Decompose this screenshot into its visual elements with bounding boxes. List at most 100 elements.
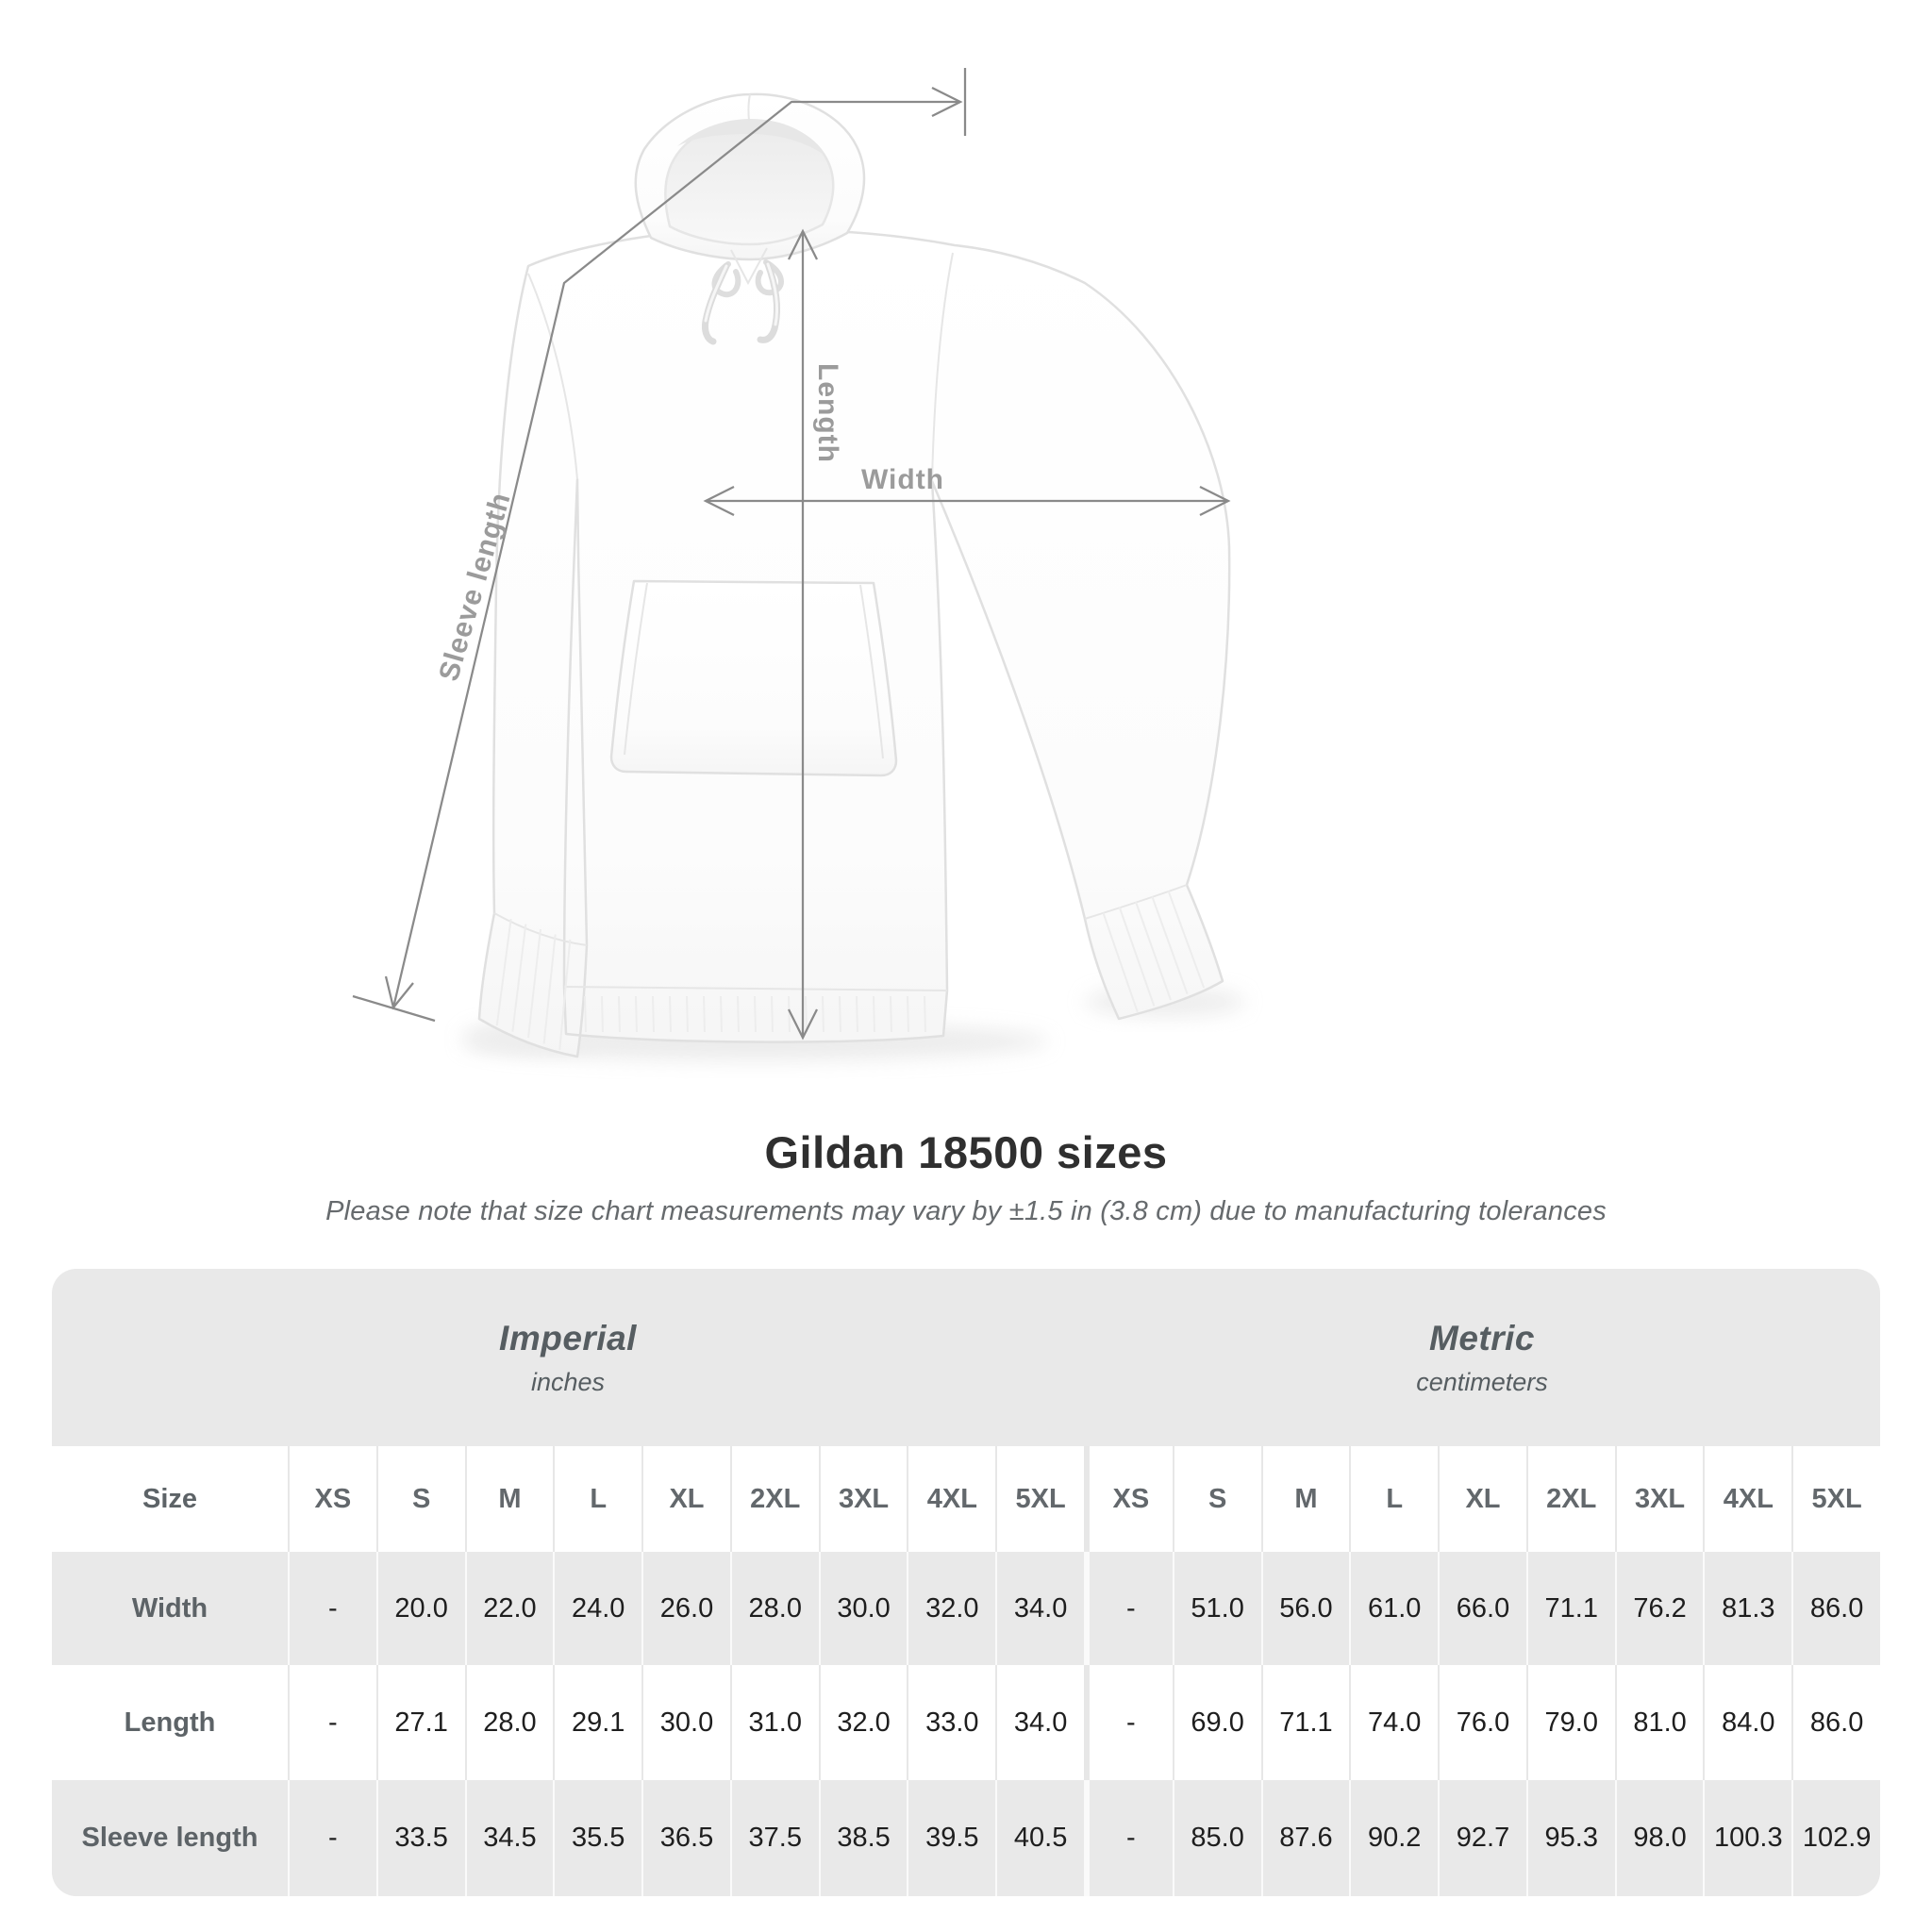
sleeve-length-dimension-line: [352, 68, 967, 1023]
hood-opening-shadow: [677, 119, 826, 157]
measurement-cell: 30.0: [641, 1665, 730, 1780]
measurement-cell: 36.5: [641, 1780, 730, 1896]
size-header-cell: M: [1260, 1446, 1350, 1552]
measurement-cell: 20.0: [375, 1552, 465, 1665]
measurement-cell: 76.0: [1438, 1665, 1526, 1780]
size-header-cell: XL: [1438, 1446, 1526, 1552]
size-header-cell: 5XL: [995, 1446, 1084, 1552]
measurement-cell: 35.5: [553, 1780, 641, 1896]
measurement-cell: 69.0: [1172, 1665, 1261, 1780]
size-header-row: Size XS S M L XL 2XL 3XL 4XL 5XL XS S M L XL 2XL 3XL 4XL 5…: [52, 1446, 1880, 1552]
measurement-cell: 102.9: [1791, 1780, 1880, 1896]
size-header-cell: 5XL: [1791, 1446, 1880, 1552]
measurement-cell: 76.2: [1614, 1552, 1704, 1665]
measurement-cell: 34.5: [464, 1780, 554, 1896]
measurement-cell: 28.0: [729, 1552, 819, 1665]
measurement-cell: 22.0: [464, 1552, 554, 1665]
measurement-cell: 24.0: [553, 1552, 641, 1665]
measurement-cell: 100.3: [1703, 1780, 1791, 1896]
size-header-cell: 2XL: [729, 1446, 819, 1552]
measurement-cell: 34.0: [995, 1552, 1084, 1665]
size-grid: Size XS S M L XL 2XL 3XL 4XL 5XL XS S M L XL 2XL 3XL 4XL 5…: [52, 1446, 1880, 1896]
size-header-cell: 4XL: [907, 1446, 995, 1552]
metric-header: Metric centimeters: [1084, 1269, 1880, 1446]
measurement-cell: 79.0: [1525, 1665, 1615, 1780]
measurement-cell: -: [288, 1552, 376, 1665]
kangaroo-pocket: [609, 579, 898, 777]
size-column-header: Size: [142, 1483, 198, 1514]
measurement-cell: -: [288, 1780, 376, 1896]
measurement-cell: 33.0: [907, 1665, 995, 1780]
size-header-cell: 2XL: [1525, 1446, 1615, 1552]
imperial-header: Imperial inches: [52, 1269, 1084, 1446]
unit-header-band: Imperial inches Metric centimeters: [52, 1269, 1880, 1446]
measurement-row: Sleeve length -33.5 34.5 35.5 36.5 37.5 38.5 39…: [52, 1780, 1880, 1896]
measurement-cell: -: [1084, 1780, 1173, 1896]
measurement-cell: 92.7: [1438, 1780, 1526, 1896]
measurement-cell: 32.0: [907, 1552, 995, 1665]
measurement-cell: -: [1084, 1552, 1173, 1665]
measurement-cell: 71.1: [1525, 1552, 1615, 1665]
size-header-cell: 3XL: [1614, 1446, 1704, 1552]
width-dimension-line: [703, 485, 1231, 517]
size-header-cell: 4XL: [1703, 1446, 1791, 1552]
metric-unit: centimeters: [1416, 1367, 1548, 1396]
measurement-cell: 71.1: [1260, 1665, 1350, 1780]
imperial-unit: inches: [530, 1367, 606, 1396]
measurement-cell: 30.0: [818, 1552, 908, 1665]
measurement-cell: 90.2: [1349, 1780, 1438, 1896]
size-header-cell: XS: [1084, 1446, 1173, 1552]
measurement-cell: 28.0: [464, 1665, 554, 1780]
hoodie-illustration: [477, 92, 1231, 1058]
imperial-title: Imperial: [499, 1318, 637, 1357]
ribbing-lines: [495, 891, 1206, 1050]
size-chart-table: Imperial inches Metric centimeters Size X…: [52, 1269, 1880, 1896]
title-block: Gildan 18500 sizes Please note that size…: [0, 1128, 1932, 1227]
measurement-cell: 39.5: [907, 1780, 995, 1896]
measurement-cell: 86.0: [1791, 1552, 1880, 1665]
page-title: Gildan 18500 sizes: [764, 1127, 1168, 1177]
measurement-cell: 81.3: [1703, 1552, 1791, 1665]
measurement-cell: 81.0: [1614, 1665, 1704, 1780]
size-header-cell: L: [1349, 1446, 1438, 1552]
measurement-cell: 26.0: [641, 1552, 730, 1665]
hood-opening: [664, 119, 835, 246]
measurement-cell: 98.0: [1614, 1780, 1704, 1896]
hood-drawstrings: [702, 259, 784, 345]
measurement-cell: 29.1: [553, 1665, 641, 1780]
size-header-cell: M: [464, 1446, 554, 1552]
measurement-row: Width -20.0 22.0 24.0 26.0 28.0 30.0 32.0 34.0-5…: [52, 1552, 1880, 1665]
row-label: Length: [124, 1707, 216, 1738]
measurement-cell: 34.0: [995, 1665, 1084, 1780]
size-header-cell: S: [1172, 1446, 1261, 1552]
width-dimension-label: Width: [860, 464, 945, 495]
measurement-row: Length -27.1 28.0 29.1 30.0 31.0 32.0 33.0 34.0-…: [52, 1665, 1880, 1780]
measurement-cell: 87.6: [1260, 1780, 1350, 1896]
measurement-cell: 32.0: [818, 1665, 908, 1780]
metric-title: Metric: [1429, 1318, 1535, 1357]
measurement-cell: 40.5: [995, 1780, 1084, 1896]
measurement-cell: 27.1: [375, 1665, 465, 1780]
measurement-cell: 85.0: [1172, 1780, 1261, 1896]
row-label: Sleeve length: [81, 1823, 258, 1853]
measurement-cell: 95.3: [1525, 1780, 1615, 1896]
measurement-cell: -: [288, 1665, 376, 1780]
size-header-cell: XL: [641, 1446, 730, 1552]
length-dimension-line: [787, 228, 819, 1041]
size-header-cell: S: [375, 1446, 465, 1552]
measurement-cell: -: [1084, 1665, 1173, 1780]
measurement-cell: 51.0: [1172, 1552, 1261, 1665]
measurement-cell: 86.0: [1791, 1665, 1880, 1780]
row-label: Width: [131, 1592, 208, 1624]
measurement-cell: 38.5: [818, 1780, 908, 1896]
measurement-cell: 84.0: [1703, 1665, 1791, 1780]
hoodie-illustration-svg: [352, 68, 1245, 1060]
size-header-cell: 3XL: [818, 1446, 908, 1552]
tolerance-note: Please note that size chart measurements…: [325, 1195, 1607, 1226]
hoodie-seams: [493, 93, 1188, 991]
measurement-cell: 56.0: [1260, 1552, 1350, 1665]
size-header-cell: XS: [288, 1446, 376, 1552]
measurement-cell: 66.0: [1438, 1552, 1526, 1665]
measurement-cell: 74.0: [1349, 1665, 1438, 1780]
